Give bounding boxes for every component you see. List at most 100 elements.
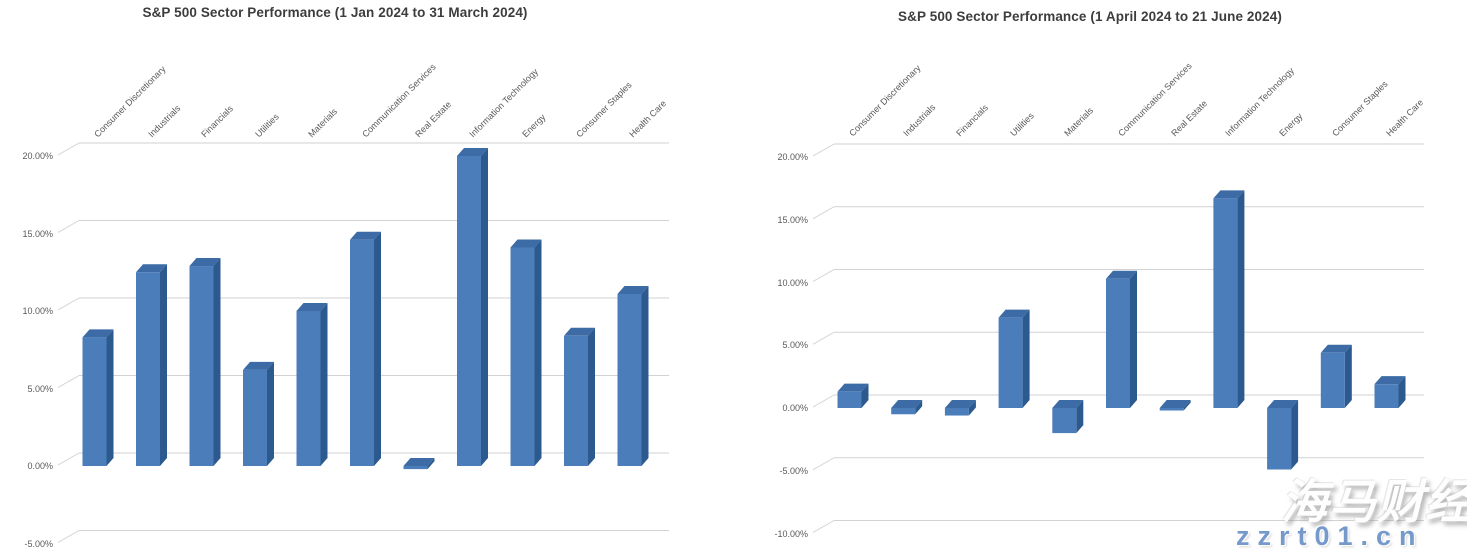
category-label-financials: Financials	[199, 103, 235, 140]
bar-industrials	[891, 400, 923, 415]
bar-top-face	[82, 329, 114, 338]
bar-front-face	[1320, 352, 1345, 408]
category-label-consumer-discretionary: Consumer Discretionary	[92, 63, 168, 140]
bar-front-face	[1106, 278, 1130, 408]
y-axis-tick-label: 5.00%	[27, 383, 53, 394]
y-axis-tick-label: 10.00%	[777, 277, 808, 288]
bar-front-face	[403, 466, 428, 470]
bar-top-face	[1320, 344, 1352, 353]
gridline-connector	[57, 452, 80, 466]
bar-side-face	[160, 264, 167, 466]
y-axis-tick-label: 20.00%	[22, 151, 53, 161]
y-axis-tick-label: 5.00%	[782, 340, 808, 351]
bar-side-face	[1398, 376, 1406, 408]
bar-side-face	[968, 400, 976, 416]
bar-top-face	[617, 285, 649, 294]
bar-materials	[296, 303, 328, 466]
category-label-real-estate: Real Estate	[1169, 98, 1210, 139]
y-axis-tick-label: -5.00%	[779, 465, 808, 476]
category-label-consumer-discretionary: Consumer Discretionary	[847, 62, 923, 139]
bar-industrials	[136, 264, 167, 466]
bar-front-face	[510, 247, 535, 466]
bar-information-technology	[457, 148, 488, 466]
bar-side-face	[588, 327, 595, 466]
bar-front-face	[564, 335, 588, 466]
bar-side-face	[106, 329, 114, 466]
category-label-consumer-staples: Consumer Staples	[1330, 78, 1390, 139]
bar-financials	[189, 258, 221, 466]
gridline-connector	[812, 143, 835, 157]
bar-front-face	[944, 408, 969, 416]
bar-front-face	[296, 311, 321, 466]
bar-top-face	[510, 239, 542, 248]
y-axis-tick-label: 0.00%	[782, 403, 808, 413]
category-label-communication-services: Communication Services	[1115, 60, 1194, 139]
gridline-connector	[812, 206, 835, 220]
category-label-information-technology: Information Technology	[466, 66, 540, 140]
gridline-connector	[812, 457, 835, 471]
y-axis-tick-label: -5.00%	[24, 538, 53, 549]
watermark-url-text: zzrt01.cn	[1236, 521, 1424, 551]
category-label-materials: Materials	[1062, 105, 1095, 139]
bar-top-face	[243, 361, 274, 370]
bar-side-face	[861, 383, 869, 408]
bar-front-face	[1374, 384, 1399, 408]
bar-energy	[510, 239, 542, 466]
gridline-connector	[812, 394, 835, 408]
bar-side-face	[267, 361, 274, 466]
bar-side-face	[320, 303, 328, 466]
bar-front-face	[891, 408, 916, 415]
y-axis-tick-label: 0.00%	[27, 461, 53, 471]
bar-energy	[1267, 400, 1299, 470]
bar-front-face	[243, 369, 267, 466]
gridline-connector	[812, 520, 835, 533]
category-label-communication-services: Communication Services	[359, 61, 438, 140]
bar-side-face	[427, 458, 435, 470]
bar-top-face	[1213, 190, 1245, 199]
gridline-connector	[57, 375, 80, 388]
bar-utilities	[243, 361, 274, 466]
chart-title-q1: S&P 500 Sector Performance (1 Jan 2024 t…	[142, 5, 528, 20]
y-axis-tick-label: 20.00%	[777, 152, 808, 162]
category-label-materials: Materials	[306, 106, 340, 140]
bar-front-face	[1052, 408, 1077, 434]
category-label-industrials: Industrials	[900, 102, 937, 139]
category-label-energy: Energy	[520, 112, 548, 140]
bar-side-face	[481, 148, 488, 466]
bar-information-technology	[1213, 190, 1245, 408]
bar-real-estate	[403, 458, 435, 470]
category-label-consumer-staples: Consumer Staples	[573, 79, 634, 140]
bar-real-estate	[1159, 400, 1191, 411]
category-label-health-care: Health Care	[627, 98, 669, 140]
bar-health-care	[1374, 376, 1406, 408]
bar-top-face	[1267, 400, 1299, 408]
bar-side-face	[374, 231, 381, 466]
category-label-utilities: Utilities	[252, 111, 281, 140]
y-axis-tick-label: -10.00%	[774, 528, 808, 539]
chart-title-q2: S&P 500 Sector Performance (1 April 2024…	[898, 9, 1282, 24]
bar-side-face	[1130, 270, 1137, 408]
bar-side-face	[1344, 344, 1352, 408]
bar-consumer-staples	[564, 327, 595, 466]
bar-side-face	[1022, 309, 1030, 408]
bar-top-face	[403, 458, 435, 466]
category-label-financials: Financials	[954, 102, 991, 139]
bar-front-face	[998, 317, 1023, 408]
bar-side-face	[213, 258, 221, 466]
gridline-connector	[812, 331, 835, 345]
bar-front-face	[617, 293, 642, 466]
bar-front-face	[837, 391, 862, 408]
bar-communication-services	[350, 231, 381, 466]
bar-top-face	[1374, 376, 1406, 385]
category-label-industrials: Industrials	[145, 103, 182, 140]
category-label-health-care: Health Care	[1384, 97, 1426, 139]
bar-front-face	[1213, 198, 1238, 408]
y-axis-tick-label: 10.00%	[22, 306, 53, 316]
gridline-connector	[57, 142, 80, 156]
bar-side-face	[534, 239, 542, 466]
y-axis-tick-label: 15.00%	[22, 228, 53, 239]
bar-consumer-discretionary	[837, 383, 869, 408]
bar-materials	[1052, 400, 1084, 434]
